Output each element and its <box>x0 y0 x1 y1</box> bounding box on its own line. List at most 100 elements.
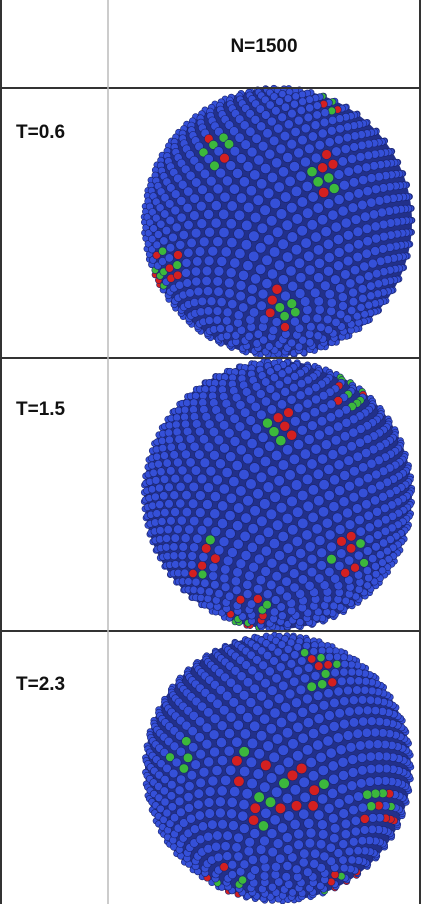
particle <box>281 387 290 396</box>
particle <box>299 777 310 788</box>
particle <box>379 539 387 547</box>
particle <box>254 554 264 564</box>
particle <box>167 791 176 800</box>
particle <box>158 517 166 525</box>
particle <box>276 435 286 445</box>
particle <box>305 542 315 552</box>
particle <box>172 223 181 232</box>
particle <box>294 840 304 850</box>
particle <box>355 586 363 594</box>
particle <box>296 618 303 625</box>
particle <box>337 536 347 546</box>
particle <box>227 201 237 211</box>
particle <box>243 580 252 589</box>
particle <box>306 757 317 768</box>
particle <box>274 124 283 133</box>
particle <box>188 742 198 752</box>
particle <box>298 561 308 571</box>
particle <box>291 244 302 255</box>
particle <box>263 590 272 599</box>
particle <box>223 308 232 317</box>
particle <box>371 185 380 194</box>
particle <box>274 182 285 193</box>
particle <box>251 866 260 875</box>
particle <box>359 294 368 303</box>
particle <box>324 252 334 262</box>
particle <box>356 578 364 586</box>
particle <box>260 836 270 846</box>
particle <box>273 413 283 423</box>
particle <box>304 664 313 673</box>
particle <box>367 198 376 207</box>
particle <box>265 343 273 351</box>
particle <box>226 493 237 504</box>
particle <box>318 647 326 655</box>
particle <box>320 281 330 291</box>
particle <box>285 470 296 481</box>
particle <box>368 554 377 563</box>
particle <box>155 484 163 492</box>
particle <box>362 163 371 172</box>
particle <box>208 776 218 786</box>
particle <box>207 297 216 306</box>
particle <box>182 258 191 267</box>
particle <box>278 167 288 177</box>
particle <box>263 234 274 245</box>
particle <box>330 823 340 833</box>
particle <box>202 499 212 509</box>
particle <box>306 96 314 104</box>
particle <box>345 847 354 856</box>
particle <box>250 505 261 516</box>
particle <box>339 809 349 819</box>
particle <box>214 287 224 297</box>
particle <box>307 421 317 431</box>
particle <box>304 387 313 396</box>
particle <box>241 430 251 440</box>
particle <box>288 281 298 291</box>
particle <box>287 556 297 566</box>
particle <box>267 269 277 279</box>
particle <box>267 466 278 477</box>
particle <box>263 699 273 709</box>
particle <box>159 444 167 452</box>
particle <box>236 193 247 204</box>
particle <box>334 247 344 257</box>
particle <box>294 666 303 675</box>
particle <box>287 395 296 404</box>
particle <box>376 257 385 266</box>
particle <box>183 279 192 288</box>
particle <box>375 717 384 726</box>
particle <box>219 209 229 219</box>
particle <box>202 266 212 276</box>
particle <box>360 212 370 222</box>
particle <box>189 516 199 526</box>
particle <box>253 769 264 780</box>
particle <box>165 429 173 437</box>
particle <box>281 323 290 332</box>
particle <box>276 717 287 728</box>
particle <box>239 747 250 758</box>
particle <box>177 213 186 222</box>
particle <box>362 500 372 510</box>
particle <box>239 766 250 777</box>
particle <box>194 800 204 810</box>
particle <box>256 472 267 483</box>
particle <box>212 842 221 851</box>
particle <box>221 247 231 257</box>
particle <box>314 273 324 283</box>
particle <box>234 776 245 787</box>
particle <box>369 210 378 219</box>
particle <box>256 730 267 741</box>
particle <box>259 714 269 724</box>
particle <box>265 149 275 159</box>
particle <box>174 251 183 260</box>
particle <box>319 403 328 412</box>
particle <box>209 563 218 572</box>
particle <box>243 202 254 213</box>
particle <box>326 653 334 661</box>
particle <box>213 277 223 287</box>
particle <box>192 392 199 399</box>
particle <box>328 210 338 220</box>
particle <box>321 226 331 236</box>
particle <box>184 220 194 230</box>
